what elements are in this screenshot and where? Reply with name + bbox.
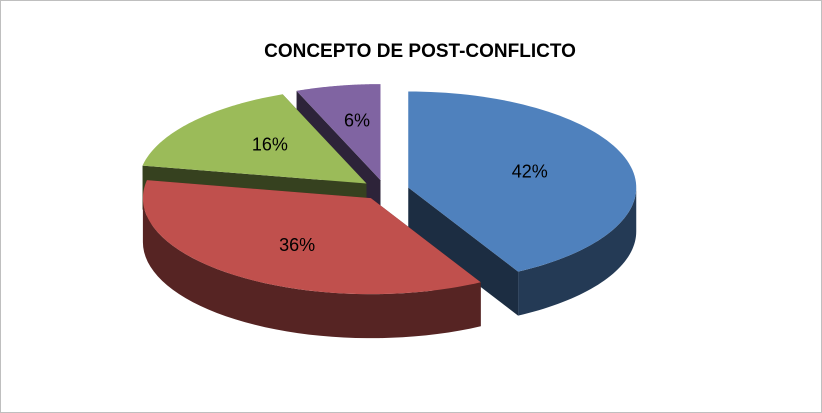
data-label: 36%	[279, 235, 315, 255]
chart-title: CONCEPTO DE POST-CONFLICTO	[264, 41, 576, 62]
slice-top	[142, 180, 481, 295]
slice-top	[408, 91, 637, 272]
slice-top	[142, 94, 367, 184]
slice-side	[518, 187, 637, 316]
pie-slice	[142, 180, 481, 339]
pie-slice	[408, 91, 637, 316]
slice-wall	[408, 187, 519, 316]
data-label: 16%	[252, 134, 288, 154]
data-label: 42%	[512, 161, 548, 181]
slice-top	[296, 84, 381, 181]
slice-side	[142, 198, 481, 339]
data-label: 6%	[344, 110, 370, 130]
